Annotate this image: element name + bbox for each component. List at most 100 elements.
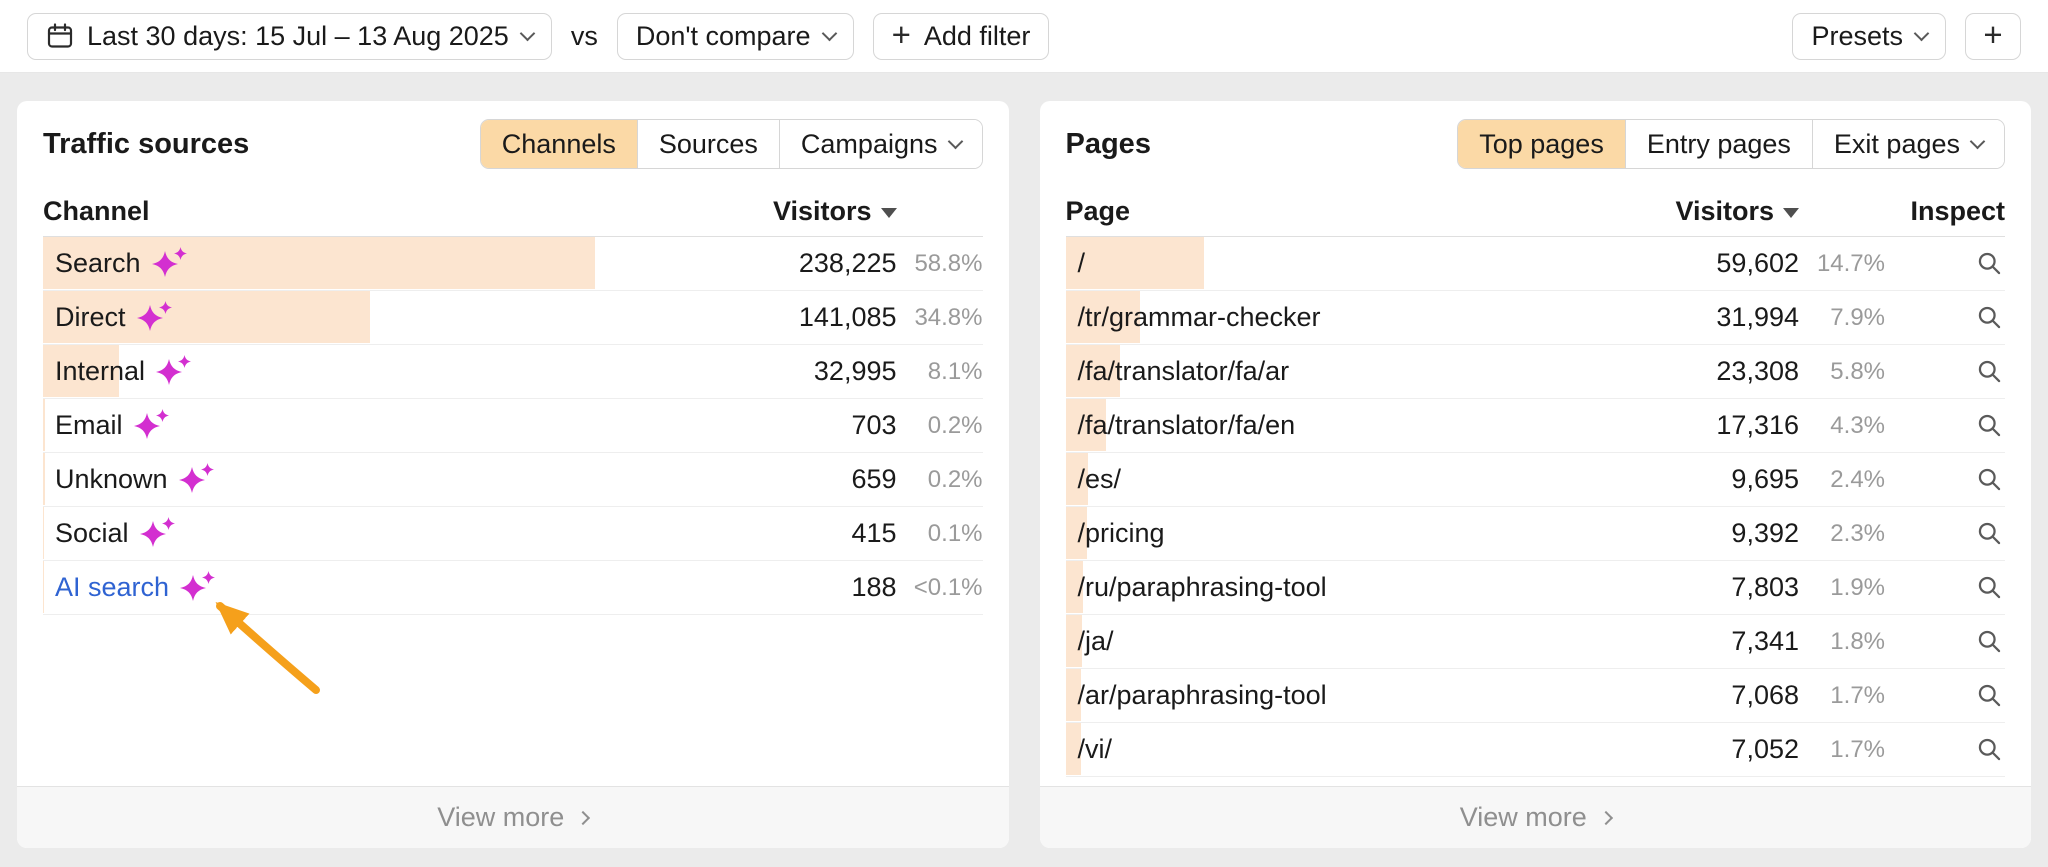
pages-card: Pages Top pages Entry pages Exit pages Pag… bbox=[1039, 101, 2032, 848]
inspect-cell bbox=[1885, 682, 2005, 709]
percent-value: 4.3% bbox=[1830, 411, 1885, 439]
table-row[interactable]: /fa/translator/fa/en 17,316 4.3% bbox=[1065, 399, 2005, 453]
tab-top-pages[interactable]: Top pages bbox=[1458, 120, 1625, 168]
table-row[interactable]: /tr/grammar-checker 31,994 7.9% bbox=[1065, 291, 2005, 345]
table-row[interactable]: /ar/paraphrasing-tool 7,068 1.7% bbox=[1065, 669, 2005, 723]
chevron-right-icon bbox=[576, 810, 591, 825]
date-range-button[interactable]: Last 30 days: 15 Jul – 13 Aug 2025 bbox=[27, 12, 552, 60]
channel-name: Social bbox=[55, 518, 129, 548]
ai-search-link[interactable]: AI search bbox=[55, 572, 170, 602]
page-path: /vi/ bbox=[1077, 734, 1113, 764]
pages-table: / 59,602 14.7% /tr/grammar-checker 31,99… bbox=[1040, 237, 2032, 777]
tab-label: Sources bbox=[658, 128, 758, 159]
chevron-down-icon bbox=[519, 25, 536, 41]
sparkles-icon bbox=[151, 246, 187, 277]
table-row[interactable]: AI search 188 <0.1% bbox=[43, 561, 983, 615]
inspect-icon[interactable] bbox=[1976, 466, 2003, 493]
view-more-button[interactable]: View more bbox=[17, 786, 1009, 848]
table-row[interactable]: /es/ 9,695 2.4% bbox=[1065, 453, 2005, 507]
table-row[interactable]: Social 415 0.1% bbox=[43, 507, 983, 561]
share-bar bbox=[1065, 615, 1083, 667]
inspect-icon[interactable] bbox=[1976, 682, 2003, 709]
table-row[interactable]: Direct 141,085 34.8% bbox=[43, 291, 983, 345]
visitors-value: 7,068 bbox=[1731, 680, 1799, 710]
inspect-icon[interactable] bbox=[1976, 628, 2003, 655]
share-bar bbox=[43, 237, 596, 289]
visitors-value: 17,316 bbox=[1716, 410, 1799, 440]
traffic-sources-card: Traffic sources Channels Sources Campaigns… bbox=[17, 101, 1009, 848]
view-more-label: View more bbox=[437, 802, 565, 832]
inspect-cell bbox=[1885, 412, 2005, 439]
channels-table: Search 238,225 58.8% Direct 141,085 34.8… bbox=[17, 237, 1009, 615]
visitors-value: 7,341 bbox=[1731, 626, 1799, 656]
share-bar bbox=[1065, 453, 1089, 505]
inspect-icon[interactable] bbox=[1976, 736, 2003, 763]
channels-table-header: Channel Visitors bbox=[43, 187, 983, 237]
table-row[interactable]: /ja/ 7,341 1.8% bbox=[1065, 615, 2005, 669]
table-row[interactable]: Email 703 0.2% bbox=[43, 399, 983, 453]
plus-icon: + bbox=[891, 16, 911, 53]
pages-tab-group: Top pages Entry pages Exit pages bbox=[1457, 119, 2005, 169]
percent-value: 1.8% bbox=[1830, 627, 1885, 655]
view-more-button[interactable]: View more bbox=[1039, 786, 2031, 848]
visitors-value: 659 bbox=[851, 464, 897, 494]
tab-sources[interactable]: Sources bbox=[636, 120, 779, 168]
plus-icon: + bbox=[1983, 16, 2003, 53]
table-row[interactable]: /vi/ 7,052 1.7% bbox=[1065, 723, 2005, 777]
table-row[interactable]: Internal 32,995 8.1% bbox=[43, 345, 983, 399]
channel-name: Direct bbox=[55, 302, 126, 332]
visitors-value: 59,602 bbox=[1716, 248, 1799, 278]
chevron-down-icon bbox=[1913, 25, 1930, 41]
visitors-sort-header[interactable]: Visitors bbox=[1629, 196, 1799, 227]
table-row[interactable]: /fa/translator/fa/ar 23,308 5.8% bbox=[1065, 345, 2005, 399]
compare-dropdown[interactable]: Don't compare bbox=[616, 12, 854, 60]
sort-desc-icon bbox=[1783, 208, 1799, 218]
add-filter-button[interactable]: + Add filter bbox=[872, 12, 1050, 60]
sort-desc-icon bbox=[880, 208, 897, 218]
tab-label: Exit pages bbox=[1833, 128, 1960, 159]
table-row[interactable]: /pricing 9,392 2.3% bbox=[1065, 507, 2005, 561]
share-bar bbox=[43, 453, 45, 505]
page-path: /pricing bbox=[1077, 518, 1165, 548]
visitors-sort-header[interactable]: Visitors bbox=[727, 196, 897, 227]
inspect-icon[interactable] bbox=[1976, 412, 2003, 439]
sparkles-icon bbox=[178, 462, 214, 493]
presets-dropdown[interactable]: Presets bbox=[1792, 12, 1946, 60]
sparkles-icon bbox=[180, 570, 216, 601]
traffic-sources-header: Traffic sources Channels Sources Campaigns bbox=[17, 101, 1009, 187]
percent-value: 2.3% bbox=[1830, 519, 1885, 547]
sparkles-icon bbox=[136, 300, 172, 331]
tab-campaigns[interactable]: Campaigns bbox=[778, 120, 982, 168]
percent-value: 2.4% bbox=[1830, 465, 1885, 493]
chevron-down-icon bbox=[1969, 133, 1986, 149]
dashboard: Traffic sources Channels Sources Campaigns… bbox=[0, 73, 2048, 848]
visitors-value: 9,695 bbox=[1731, 464, 1799, 494]
channel-column-header: Channel bbox=[43, 196, 150, 226]
share-bar bbox=[43, 399, 45, 451]
tab-entry-pages[interactable]: Entry pages bbox=[1624, 120, 1812, 168]
tab-exit-pages[interactable]: Exit pages bbox=[1811, 120, 2004, 168]
share-bar bbox=[1065, 345, 1120, 397]
table-row[interactable]: / 59,602 14.7% bbox=[1065, 237, 2005, 291]
share-bar bbox=[1065, 291, 1140, 343]
share-bar bbox=[43, 291, 370, 343]
share-bar bbox=[1065, 723, 1082, 775]
visitors-value: 238,225 bbox=[798, 248, 897, 278]
percent-value: 5.8% bbox=[1830, 357, 1885, 385]
inspect-icon[interactable] bbox=[1976, 358, 2003, 385]
share-bar bbox=[1065, 399, 1106, 451]
table-row[interactable]: Unknown 659 0.2% bbox=[43, 453, 983, 507]
visitors-value: 32,995 bbox=[813, 356, 897, 386]
tab-channels[interactable]: Channels bbox=[480, 120, 637, 168]
inspect-icon[interactable] bbox=[1976, 520, 2003, 547]
table-row[interactable]: /ru/paraphrasing-tool 7,803 1.9% bbox=[1065, 561, 2005, 615]
visitors-column-label: Visitors bbox=[1675, 196, 1774, 226]
inspect-icon[interactable] bbox=[1976, 250, 2003, 277]
share-bar bbox=[1065, 669, 1082, 721]
add-preset-button[interactable]: + bbox=[1965, 12, 2021, 60]
inspect-icon[interactable] bbox=[1976, 304, 2003, 331]
page-path: /es/ bbox=[1077, 464, 1122, 494]
table-row[interactable]: Search 238,225 58.8% bbox=[43, 237, 983, 291]
inspect-icon[interactable] bbox=[1976, 574, 2003, 601]
inspect-cell bbox=[1885, 250, 2005, 277]
